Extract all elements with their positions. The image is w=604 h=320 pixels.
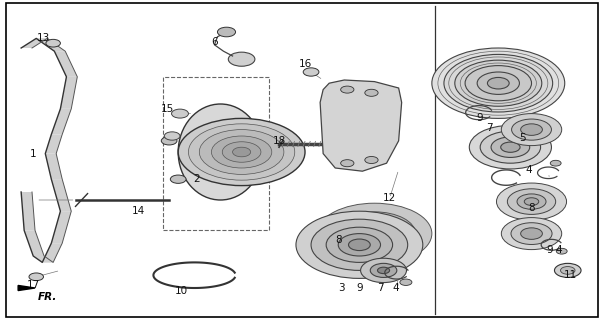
Text: 14: 14 — [132, 206, 146, 216]
Circle shape — [507, 189, 556, 214]
Text: 6: 6 — [211, 36, 217, 47]
Circle shape — [465, 66, 532, 101]
Text: 11: 11 — [564, 270, 577, 280]
Circle shape — [233, 147, 251, 157]
Circle shape — [501, 218, 562, 250]
Circle shape — [303, 68, 319, 76]
Text: 17: 17 — [27, 280, 40, 290]
Text: 3: 3 — [338, 283, 344, 293]
Text: 13: 13 — [37, 33, 50, 44]
Polygon shape — [51, 109, 71, 134]
Text: 5: 5 — [519, 132, 525, 143]
Circle shape — [469, 125, 551, 169]
Circle shape — [211, 136, 272, 168]
Polygon shape — [18, 285, 35, 291]
Circle shape — [178, 118, 305, 186]
Circle shape — [217, 27, 236, 37]
Circle shape — [170, 175, 186, 183]
Circle shape — [556, 248, 567, 254]
Text: 2: 2 — [193, 174, 199, 184]
Circle shape — [477, 72, 519, 94]
Polygon shape — [45, 134, 62, 154]
Text: 1: 1 — [30, 148, 36, 159]
Circle shape — [487, 77, 509, 89]
Text: 4: 4 — [525, 164, 532, 175]
Circle shape — [511, 223, 552, 244]
Circle shape — [365, 89, 378, 96]
Circle shape — [496, 183, 567, 220]
Circle shape — [338, 234, 381, 256]
Polygon shape — [42, 243, 62, 262]
Text: 12: 12 — [383, 193, 396, 204]
Polygon shape — [54, 51, 77, 77]
Circle shape — [361, 258, 406, 283]
Circle shape — [365, 156, 378, 164]
Polygon shape — [21, 38, 47, 48]
Circle shape — [341, 160, 354, 167]
Circle shape — [317, 203, 432, 264]
Text: 4: 4 — [556, 244, 562, 255]
Polygon shape — [51, 179, 71, 211]
Circle shape — [480, 131, 541, 163]
Circle shape — [228, 52, 255, 66]
Circle shape — [561, 267, 575, 274]
Circle shape — [378, 267, 390, 274]
Text: 16: 16 — [298, 59, 312, 69]
Circle shape — [491, 137, 530, 157]
Circle shape — [521, 124, 542, 135]
Circle shape — [333, 212, 416, 255]
Circle shape — [350, 221, 399, 246]
Circle shape — [554, 263, 581, 277]
Circle shape — [512, 119, 551, 140]
Circle shape — [199, 130, 284, 174]
Text: 9: 9 — [477, 113, 483, 124]
Text: FR.: FR. — [38, 292, 57, 302]
Circle shape — [164, 132, 180, 140]
Circle shape — [188, 124, 295, 180]
Text: 4: 4 — [393, 283, 399, 293]
Circle shape — [222, 142, 261, 162]
Circle shape — [46, 39, 60, 47]
Bar — [163, 77, 269, 230]
Circle shape — [172, 109, 188, 118]
Polygon shape — [60, 77, 77, 109]
Circle shape — [362, 227, 387, 240]
Text: 8: 8 — [335, 235, 341, 245]
Text: 10: 10 — [175, 286, 188, 296]
Text: 9: 9 — [547, 244, 553, 255]
Polygon shape — [320, 80, 402, 171]
Polygon shape — [51, 211, 71, 243]
Circle shape — [311, 219, 408, 270]
Circle shape — [517, 194, 546, 209]
Circle shape — [341, 86, 354, 93]
Circle shape — [349, 239, 370, 251]
Polygon shape — [45, 154, 62, 179]
Text: 18: 18 — [272, 136, 286, 146]
Circle shape — [521, 228, 542, 239]
Circle shape — [161, 137, 177, 145]
Text: 7: 7 — [378, 283, 384, 293]
Text: 9: 9 — [356, 283, 362, 293]
Circle shape — [29, 273, 43, 281]
Circle shape — [455, 60, 542, 106]
Polygon shape — [33, 256, 53, 262]
Text: 15: 15 — [161, 104, 175, 114]
Circle shape — [550, 160, 561, 166]
Circle shape — [432, 48, 565, 118]
Text: 8: 8 — [528, 203, 535, 213]
Polygon shape — [24, 230, 44, 256]
Circle shape — [326, 227, 393, 262]
Ellipse shape — [178, 104, 263, 200]
Circle shape — [524, 198, 539, 205]
Circle shape — [400, 279, 412, 285]
Circle shape — [501, 142, 520, 152]
Polygon shape — [21, 192, 35, 230]
Circle shape — [370, 263, 397, 277]
Circle shape — [501, 114, 562, 146]
Circle shape — [296, 211, 423, 278]
Polygon shape — [36, 38, 65, 51]
Circle shape — [444, 54, 553, 112]
Text: 7: 7 — [486, 123, 492, 133]
